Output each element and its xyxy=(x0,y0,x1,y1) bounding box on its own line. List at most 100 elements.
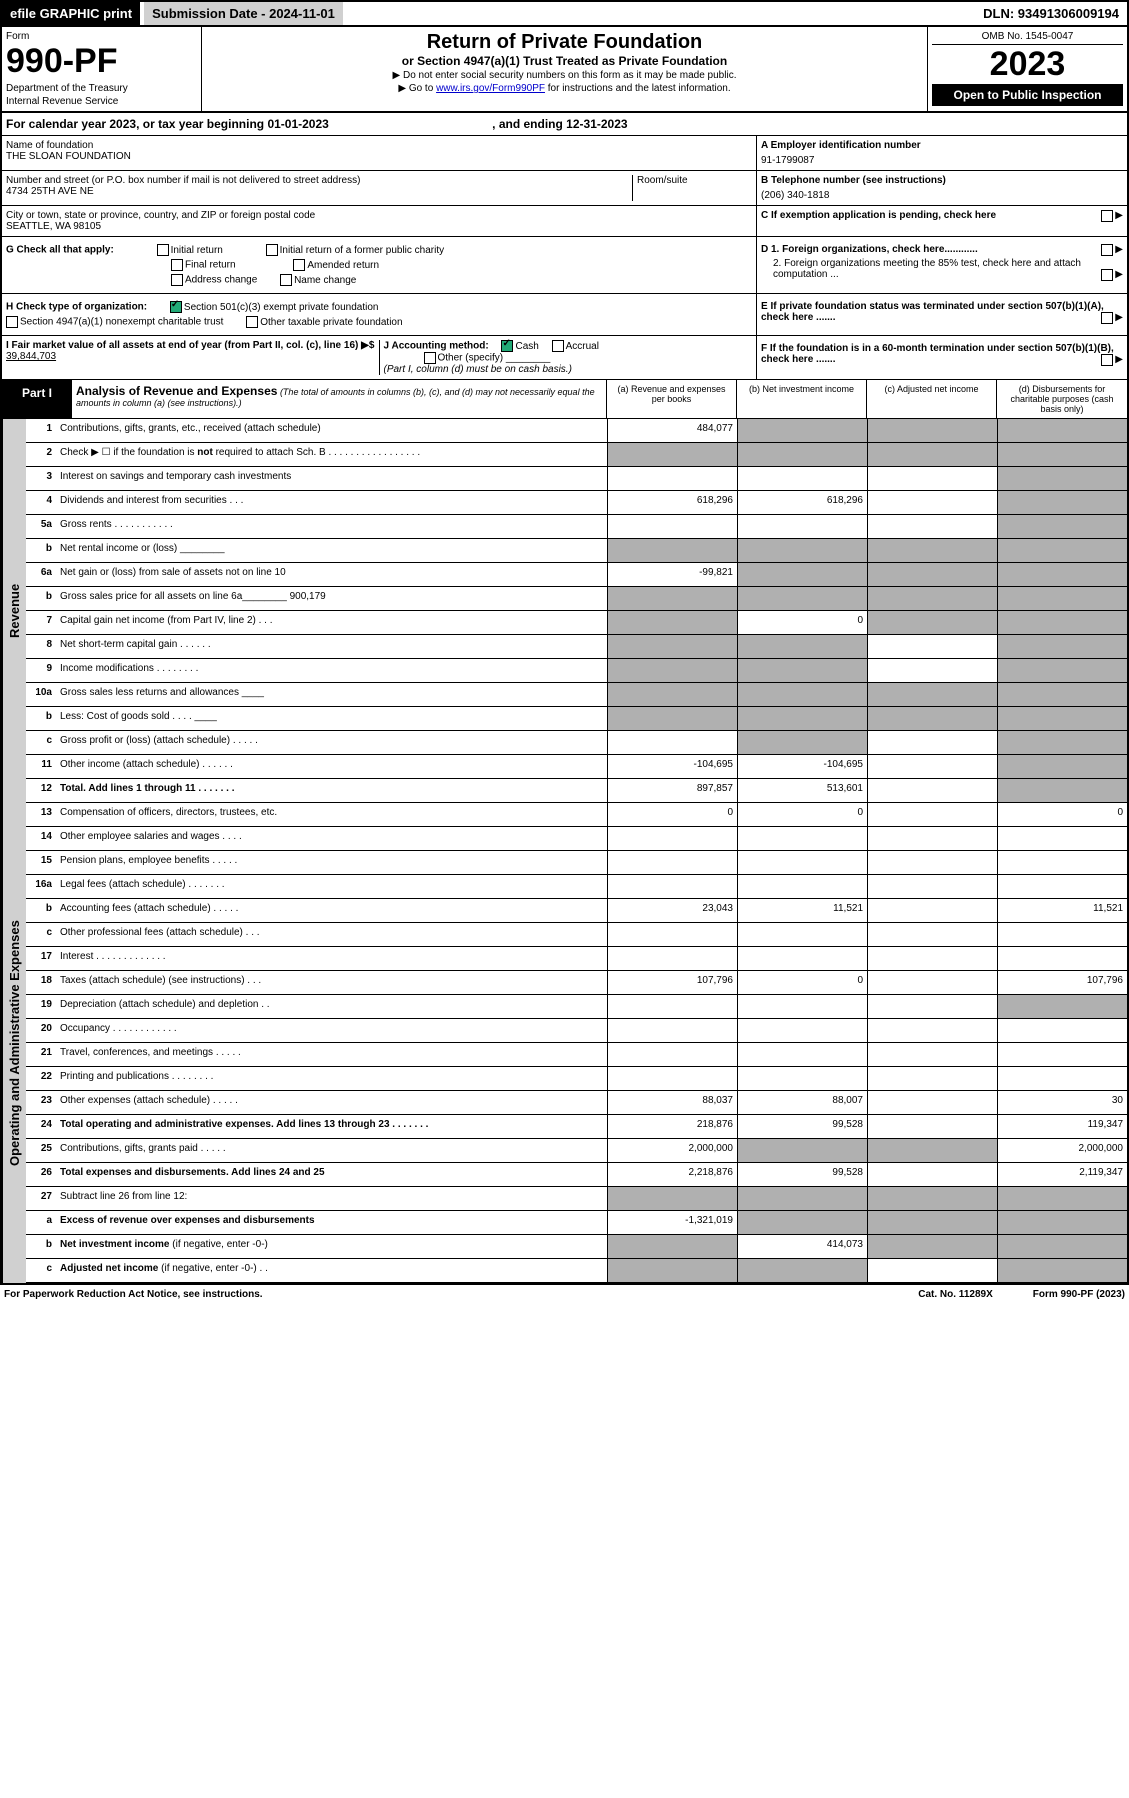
cell-a xyxy=(607,1019,737,1042)
row-desc: Other income (attach schedule) . . . . .… xyxy=(56,755,607,778)
table-row: 14 Other employee salaries and wages . .… xyxy=(26,827,1127,851)
checkbox-501c3[interactable] xyxy=(170,301,182,313)
foundation-name: THE SLOAN FOUNDATION xyxy=(6,151,752,162)
row-num: 27 xyxy=(26,1187,56,1210)
cell-c xyxy=(867,779,997,802)
cell-d xyxy=(997,1043,1127,1066)
row-desc: Occupancy . . . . . . . . . . . . xyxy=(56,1019,607,1042)
row-desc: Excess of revenue over expenses and disb… xyxy=(56,1211,607,1234)
row-num: 16a xyxy=(26,875,56,898)
cell-d xyxy=(997,707,1127,730)
cell-a xyxy=(607,1067,737,1090)
col-b-header: (b) Net investment income xyxy=(737,380,867,418)
row-desc: Contributions, gifts, grants, etc., rece… xyxy=(56,419,607,442)
cell-d xyxy=(997,755,1127,778)
ein-value: 91-1799087 xyxy=(761,155,1123,166)
revenue-rows: 1 Contributions, gifts, grants, etc., re… xyxy=(26,419,1127,803)
row-num: 10a xyxy=(26,683,56,706)
table-row: 10a Gross sales less returns and allowan… xyxy=(26,683,1127,707)
table-row: 18 Taxes (attach schedule) (see instruct… xyxy=(26,971,1127,995)
cell-b: 0 xyxy=(737,611,867,634)
row-desc: Net rental income or (loss) ________ xyxy=(56,539,607,562)
row-desc: Total. Add lines 1 through 11 . . . . . … xyxy=(56,779,607,802)
row-num: 18 xyxy=(26,971,56,994)
cell-b xyxy=(737,683,867,706)
checkbox-accrual[interactable] xyxy=(552,340,564,352)
cell-d xyxy=(997,731,1127,754)
cell-a: 218,876 xyxy=(607,1115,737,1138)
checkbox-c[interactable] xyxy=(1101,210,1113,222)
checkbox-d2[interactable] xyxy=(1101,269,1113,281)
checkbox-initial[interactable] xyxy=(157,244,169,256)
cell-d xyxy=(997,779,1127,802)
checkbox-initial-former[interactable] xyxy=(266,244,278,256)
table-row: 23 Other expenses (attach schedule) . . … xyxy=(26,1091,1127,1115)
form-subtitle: or Section 4947(a)(1) Trust Treated as P… xyxy=(206,54,923,68)
checkbox-4947[interactable] xyxy=(6,316,18,328)
table-row: a Excess of revenue over expenses and di… xyxy=(26,1211,1127,1235)
cell-d xyxy=(997,947,1127,970)
address-row: Number and street (or P.O. box number if… xyxy=(2,171,1127,206)
cell-d xyxy=(997,1259,1127,1282)
row-desc: Taxes (attach schedule) (see instruction… xyxy=(56,971,607,994)
row-num: b xyxy=(26,587,56,610)
cell-d xyxy=(997,635,1127,658)
row-num: 1 xyxy=(26,419,56,442)
cell-c xyxy=(867,587,997,610)
cell-c xyxy=(867,731,997,754)
table-row: 2 Check ▶ ☐ if the foundation is not req… xyxy=(26,443,1127,467)
footer-left: For Paperwork Reduction Act Notice, see … xyxy=(4,1289,263,1300)
cell-a: 107,796 xyxy=(607,971,737,994)
table-row: 12 Total. Add lines 1 through 11 . . . .… xyxy=(26,779,1127,803)
cell-c xyxy=(867,827,997,850)
cell-b xyxy=(737,587,867,610)
checkbox-f[interactable] xyxy=(1101,354,1113,366)
calendar-year-row: For calendar year 2023, or tax year begi… xyxy=(2,113,1127,136)
row-num: b xyxy=(26,539,56,562)
cell-d xyxy=(997,995,1127,1018)
table-row: 26 Total expenses and disbursements. Add… xyxy=(26,1163,1127,1187)
cell-a xyxy=(607,587,737,610)
row-num: b xyxy=(26,707,56,730)
table-row: c Other professional fees (attach schedu… xyxy=(26,923,1127,947)
checkbox-name[interactable] xyxy=(280,274,292,286)
expense-side-label: Operating and Administrative Expenses xyxy=(2,803,26,1283)
irs-link[interactable]: www.irs.gov/Form990PF xyxy=(436,83,545,94)
cell-d xyxy=(997,539,1127,562)
checkbox-e[interactable] xyxy=(1101,312,1113,324)
cell-c xyxy=(867,419,997,442)
tel-cell: B Telephone number (see instructions) (2… xyxy=(757,171,1127,205)
cell-a xyxy=(607,875,737,898)
row-desc: Net investment income (if negative, ente… xyxy=(56,1235,607,1258)
cell-b xyxy=(737,515,867,538)
row-num: c xyxy=(26,923,56,946)
cell-d: 119,347 xyxy=(997,1115,1127,1138)
row-desc: Compensation of officers, directors, tru… xyxy=(56,803,607,826)
row-desc: Net short-term capital gain . . . . . . xyxy=(56,635,607,658)
row-num: 24 xyxy=(26,1115,56,1138)
cell-b xyxy=(737,731,867,754)
checkbox-other-acct[interactable] xyxy=(424,352,436,364)
cell-c xyxy=(867,1211,997,1234)
row-desc: Gross rents . . . . . . . . . . . xyxy=(56,515,607,538)
checkbox-address[interactable] xyxy=(171,274,183,286)
checkbox-amended[interactable] xyxy=(293,259,305,271)
cell-a: -99,821 xyxy=(607,563,737,586)
checkbox-cash[interactable] xyxy=(501,340,513,352)
cell-d xyxy=(997,491,1127,514)
cell-d: 107,796 xyxy=(997,971,1127,994)
checkbox-other-tax[interactable] xyxy=(246,316,258,328)
cell-b xyxy=(737,1259,867,1282)
page-footer: For Paperwork Reduction Act Notice, see … xyxy=(0,1285,1129,1304)
cell-d xyxy=(997,851,1127,874)
row-desc: Total operating and administrative expen… xyxy=(56,1115,607,1138)
c-cell: C If exemption application is pending, c… xyxy=(757,206,1127,236)
cell-c xyxy=(867,1067,997,1090)
row-num: 20 xyxy=(26,1019,56,1042)
checkbox-final[interactable] xyxy=(171,259,183,271)
cell-a: -104,695 xyxy=(607,755,737,778)
cell-a: 484,077 xyxy=(607,419,737,442)
checkbox-d1[interactable] xyxy=(1101,244,1113,256)
table-row: b Net investment income (if negative, en… xyxy=(26,1235,1127,1259)
row-desc: Other employee salaries and wages . . . … xyxy=(56,827,607,850)
